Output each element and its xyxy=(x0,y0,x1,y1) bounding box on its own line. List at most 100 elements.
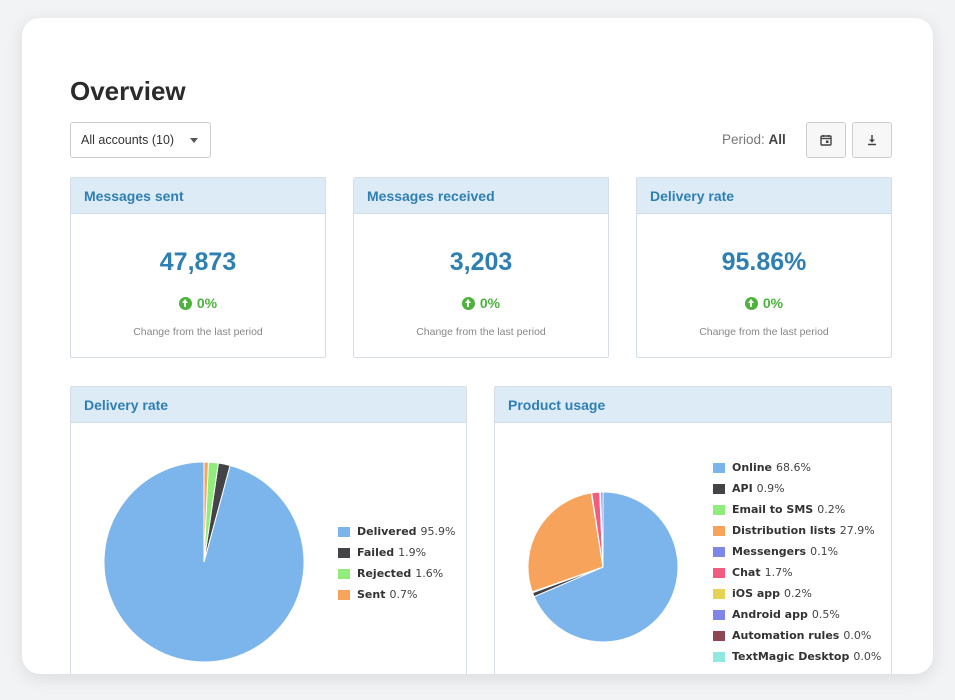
legend-value: 0.7% xyxy=(389,588,418,601)
stat-note: Change from the last period xyxy=(416,326,546,338)
stat-messages-received: Messages received 3,203 0% Change from t… xyxy=(353,177,609,358)
legend-label: Android app xyxy=(732,608,808,621)
legend-label: Online xyxy=(732,461,773,474)
legend-swatch xyxy=(338,526,350,537)
arrow-up-circle-icon xyxy=(744,296,758,310)
legend-item-automation-rules[interactable]: Automation rules 0.0% xyxy=(713,625,881,646)
legend-item-android-app[interactable]: Android app 0.5% xyxy=(713,604,881,625)
delivery-rate-chart-panel: Delivery rate Delivered 95.9% Failed 1.9% Re… xyxy=(70,386,467,674)
legend-item-distribution-lists[interactable]: Distribution lists 27.9% xyxy=(713,520,881,541)
legend-label: Failed xyxy=(357,546,395,559)
chart-title: Delivery rate xyxy=(71,387,466,423)
stat-title: Messages received xyxy=(354,178,608,214)
calendar-icon xyxy=(820,135,832,146)
legend-value: 0.0% xyxy=(853,650,882,663)
legend-swatch xyxy=(713,483,725,494)
legend-item-online[interactable]: Online 68.6% xyxy=(713,457,881,478)
chart-title: Product usage xyxy=(495,387,891,423)
legend-value: 0.1% xyxy=(810,545,839,558)
stat-change: 0% xyxy=(354,295,608,311)
legend-item-sent[interactable]: Sent 0.7% xyxy=(338,584,455,605)
legend-label: Delivered xyxy=(357,525,417,538)
stat-change-value: 0% xyxy=(762,295,784,311)
legend-value: 0.0% xyxy=(843,629,872,642)
legend-label: Messengers xyxy=(732,545,807,558)
legend-label: Email to SMS xyxy=(732,503,814,516)
legend-value: 0.9% xyxy=(756,482,785,495)
delivery-rate-pie xyxy=(103,461,305,663)
legend-item-delivered[interactable]: Delivered 95.9% xyxy=(338,521,455,542)
stat-note: Change from the last period xyxy=(699,326,829,338)
legend-item-ios-app[interactable]: iOS app 0.2% xyxy=(713,583,881,604)
stat-title: Messages sent xyxy=(71,178,325,214)
pie-slice-sent[interactable] xyxy=(203,461,209,563)
legend-label: TextMagic Desktop xyxy=(732,650,850,663)
calendar-button[interactable] xyxy=(806,122,846,158)
legend-value: 0.2% xyxy=(817,503,846,516)
legend-value: 1.7% xyxy=(764,566,793,579)
stat-delivery-rate: Delivery rate 95.86% 0% Change from the … xyxy=(636,177,892,358)
product-usage-pie xyxy=(527,491,679,643)
legend-label: Rejected xyxy=(357,567,412,580)
legend-swatch xyxy=(713,525,725,536)
legend-swatch xyxy=(713,588,725,599)
account-select-value: All accounts (10) xyxy=(81,133,175,147)
legend-value: 68.6% xyxy=(776,461,811,474)
legend-swatch xyxy=(713,567,725,578)
legend-item-api[interactable]: API 0.9% xyxy=(713,478,881,499)
product-usage-legend: Online 68.6% API 0.9% Email to SMS 0.2% Distri… xyxy=(713,457,881,667)
legend-label: Automation rules xyxy=(732,629,840,642)
legend-swatch xyxy=(713,651,725,662)
arrow-up-circle-icon xyxy=(461,296,475,310)
legend-item-textmagic-desktop[interactable]: TextMagic Desktop 0.0% xyxy=(713,646,881,667)
period-value: All xyxy=(768,132,786,147)
pie-slice-android-app[interactable] xyxy=(600,491,604,568)
legend-value: 0.5% xyxy=(811,608,840,621)
stat-messages-sent: Messages sent 47,873 0% Change from the … xyxy=(70,177,326,358)
overview-card: Overview All accounts (10) Period: All M… xyxy=(22,18,933,674)
legend-label: API xyxy=(732,482,753,495)
legend-label: Distribution lists xyxy=(732,524,836,537)
stat-value: 95.86% xyxy=(721,248,807,276)
legend-item-email-to-sms[interactable]: Email to SMS 0.2% xyxy=(713,499,881,520)
legend-value: 27.9% xyxy=(839,524,875,537)
legend-swatch xyxy=(713,504,725,515)
period-indicator: Period: All xyxy=(722,132,786,147)
legend-value: 1.9% xyxy=(398,546,427,559)
page-title: Overview xyxy=(70,76,186,106)
account-select[interactable]: All accounts (10) xyxy=(70,122,211,158)
legend-item-messengers[interactable]: Messengers 0.1% xyxy=(713,541,881,562)
legend-item-chat[interactable]: Chat 1.7% xyxy=(713,562,881,583)
legend-value: 1.6% xyxy=(415,567,444,580)
arrow-up-circle-icon xyxy=(178,296,192,310)
stat-change: 0% xyxy=(71,295,325,311)
stat-change-value: 0% xyxy=(479,295,501,311)
legend-item-failed[interactable]: Failed 1.9% xyxy=(338,542,455,563)
chevron-down-icon xyxy=(190,138,198,143)
legend-swatch xyxy=(338,589,350,600)
legend-swatch xyxy=(713,462,725,473)
stat-title: Delivery rate xyxy=(637,178,891,214)
legend-swatch xyxy=(338,568,350,579)
legend-swatch xyxy=(713,546,725,557)
stat-value: 47,873 xyxy=(159,248,237,276)
legend-swatch xyxy=(713,609,725,620)
legend-label: iOS app xyxy=(732,587,781,600)
delivery-rate-legend: Delivered 95.9% Failed 1.9% Rejected 1.6% Sent… xyxy=(338,521,455,605)
pie-slice-online[interactable] xyxy=(533,491,679,643)
legend-item-rejected[interactable]: Rejected 1.6% xyxy=(338,563,455,584)
legend-value: 0.2% xyxy=(784,587,812,600)
download-button[interactable] xyxy=(852,122,892,158)
stat-change: 0% xyxy=(637,295,891,311)
legend-label: Chat xyxy=(732,566,761,579)
product-usage-chart-panel: Product usage Online 68.6% API 0.9% Email to… xyxy=(494,386,892,674)
stat-note: Change from the last period xyxy=(133,326,263,338)
legend-label: Sent xyxy=(357,588,386,601)
stat-value: 3,203 xyxy=(449,248,513,276)
pie-slice-distribution-lists[interactable] xyxy=(527,492,604,593)
legend-swatch xyxy=(713,630,725,641)
period-label: Period: xyxy=(722,132,765,147)
download-icon xyxy=(868,135,876,146)
stat-change-value: 0% xyxy=(196,295,218,311)
legend-value: 95.9% xyxy=(420,525,456,538)
